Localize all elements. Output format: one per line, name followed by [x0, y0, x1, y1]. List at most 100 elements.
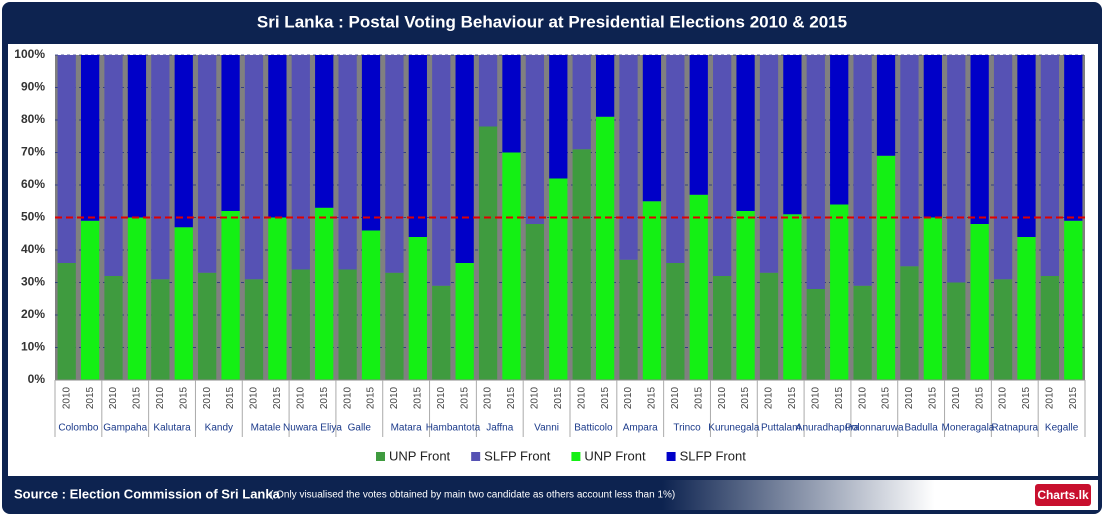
bar: [642, 55, 662, 202]
bar: [478, 126, 498, 380]
logo-box: [1035, 484, 1091, 506]
bar: [174, 227, 193, 380]
bar: [830, 204, 849, 380]
x-tick-label: Trinco: [673, 423, 701, 434]
x-tick-label: Kalutara: [153, 423, 191, 434]
x-tick-label: Ampara: [623, 423, 658, 434]
bar: [595, 55, 615, 117]
bar: [713, 276, 732, 380]
bar: [1040, 276, 1060, 380]
bar: [502, 152, 521, 380]
bar: [198, 272, 217, 380]
bar: [853, 285, 872, 380]
bar: [478, 55, 498, 127]
bar: [1064, 55, 1083, 221]
year-label: 2010: [342, 386, 353, 409]
bar: [268, 217, 287, 380]
bar: [923, 217, 942, 380]
x-tick-label: Kandy: [205, 423, 233, 434]
year-label: 2010: [810, 386, 821, 409]
bar: [408, 55, 427, 237]
bar: [572, 55, 591, 150]
bar: [713, 55, 732, 276]
x-tick-label: Batticolo: [574, 423, 613, 434]
year-label: 2010: [623, 386, 634, 409]
bar: [315, 55, 334, 208]
y-tick-label: 90%: [21, 80, 45, 94]
bar: [783, 55, 802, 215]
year-label: 2010: [764, 386, 775, 409]
y-tick-label: 10%: [21, 340, 45, 354]
x-tick-label: Anuradhapura: [796, 423, 860, 434]
bar: [525, 55, 545, 224]
bar: [151, 55, 170, 280]
bar: [947, 55, 966, 283]
y-tick-label: 70%: [21, 145, 45, 159]
bar: [291, 269, 310, 380]
year-label: 2015: [740, 386, 751, 409]
x-tick-label: Vanni: [534, 423, 559, 434]
year-label: 2015: [366, 386, 377, 409]
bar: [1017, 55, 1036, 237]
x-tick-label: Matale: [251, 423, 281, 434]
bar: [572, 149, 591, 380]
y-tick-label: 60%: [21, 177, 45, 191]
bar: [127, 217, 147, 380]
year-label: 2010: [389, 386, 400, 409]
year-label: 2010: [904, 386, 915, 409]
bar: [947, 282, 966, 380]
year-label: 2015: [1068, 386, 1079, 409]
year-label: 2015: [927, 386, 938, 409]
bar: [759, 272, 779, 380]
bar: [361, 230, 381, 380]
bar: [268, 55, 287, 218]
bar: [993, 279, 1013, 380]
bar: [244, 55, 264, 280]
bar: [80, 55, 100, 221]
bar: [619, 259, 638, 380]
year-label: 2015: [693, 386, 704, 409]
bar: [876, 155, 896, 380]
legend-label: UNP Front: [389, 448, 451, 463]
x-tick-label: Matara: [391, 423, 423, 434]
year-label: 2015: [600, 386, 611, 409]
x-tick-label: Nuwara Eliya: [283, 423, 342, 434]
bar: [338, 269, 357, 380]
year-label: 2010: [576, 386, 587, 409]
bar: [432, 285, 451, 380]
bar: [361, 55, 381, 231]
bar: [502, 55, 521, 153]
bar: [198, 55, 217, 273]
bar: [455, 55, 474, 263]
bar: [853, 55, 872, 286]
year-label: 2010: [108, 386, 119, 409]
year-label: 2015: [272, 386, 283, 409]
x-tick-label: Jaffna: [486, 423, 513, 434]
year-label: 2015: [178, 386, 189, 409]
year-label: 2010: [530, 386, 541, 409]
bar: [525, 224, 545, 380]
year-label: 2010: [61, 386, 72, 409]
year-label: 2015: [834, 386, 845, 409]
bar: [642, 201, 662, 380]
bar: [244, 279, 264, 380]
bar: [970, 55, 989, 224]
bar: [923, 55, 942, 218]
legend-swatch: [666, 452, 676, 461]
x-tick-label: Kurunegala: [708, 423, 760, 434]
bar: [759, 55, 779, 273]
bar: [385, 272, 404, 380]
year-label: 2010: [951, 386, 962, 409]
bar: [666, 55, 685, 263]
bar: [151, 279, 170, 380]
x-tick-label: Colombo: [58, 423, 98, 434]
bar: [385, 55, 404, 273]
year-label: 2015: [553, 386, 564, 409]
bar: [689, 194, 708, 380]
bar: [549, 178, 568, 380]
x-tick-label: Badulla: [904, 423, 938, 434]
year-label: 2010: [483, 386, 494, 409]
legend-label: UNP Front: [584, 448, 646, 463]
bar: [408, 237, 427, 380]
